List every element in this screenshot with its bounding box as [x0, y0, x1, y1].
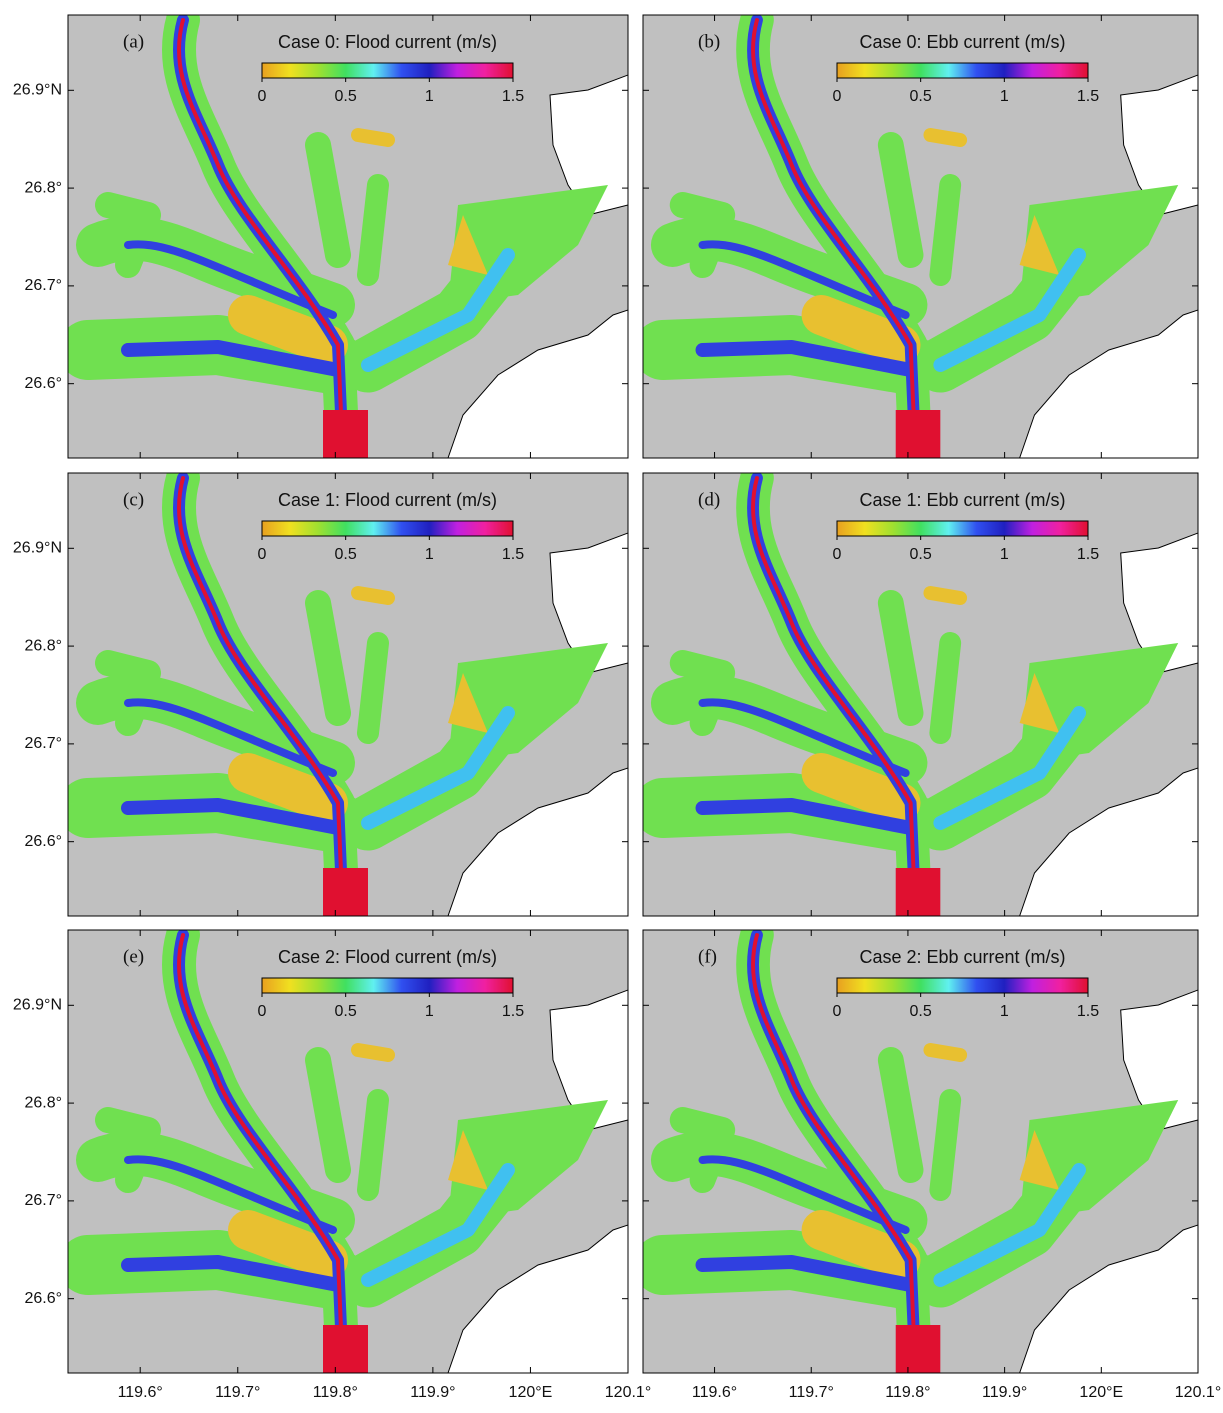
- panel-label: (f): [698, 946, 717, 967]
- panel-label: (c): [123, 489, 144, 510]
- figure: (a) Case 0: Flood current (m/s) 0 0.5 1 1.5 26…: [0, 0, 1223, 1408]
- map: [68, 15, 628, 458]
- colorbar-tick-label: 0.5: [910, 1003, 932, 1020]
- x-tick-label: 119.8°: [313, 1384, 358, 1401]
- colorbar-title: Case 0: Flood current (m/s): [278, 32, 497, 52]
- colorbar-tick-label: 1.5: [502, 546, 524, 563]
- colorbar: [262, 978, 513, 993]
- y-tick-label: 26.9°N: [13, 82, 62, 99]
- colorbar-tick-label: 1.5: [502, 1003, 524, 1020]
- y-tick-label: 26.9°N: [13, 997, 62, 1014]
- panel-label: (b): [698, 31, 720, 52]
- colorbar-title: Case 2: Ebb current (m/s): [859, 947, 1065, 967]
- x-tick-label: 119.6°: [118, 1384, 163, 1401]
- colorbar-tick-label: 1.5: [1077, 546, 1099, 563]
- colorbar-title: Case 2: Flood current (m/s): [278, 947, 497, 967]
- x-tick-label: 119.9°: [982, 1384, 1027, 1401]
- colorbar-tick-label: 0: [258, 88, 267, 105]
- panel-label: (d): [698, 489, 720, 510]
- colorbar-tick-label: 0.5: [335, 88, 357, 105]
- panel-label: (a): [123, 31, 144, 52]
- y-tick-label: 26.6°: [24, 375, 62, 392]
- colorbar-tick-label: 1.5: [502, 88, 524, 105]
- colorbar: [262, 63, 513, 78]
- panel-label: (e): [123, 946, 144, 967]
- y-tick-label: 26.6°: [24, 833, 62, 850]
- colorbar-tick-label: 0: [258, 1003, 267, 1020]
- colorbar-tick-label: 1.5: [1077, 1003, 1099, 1020]
- y-tick-label: 26.7°: [24, 1192, 62, 1209]
- x-tick-label: 119.9°: [410, 1384, 455, 1401]
- colorbar: [262, 521, 513, 536]
- x-tick-label: 119.7°: [789, 1384, 834, 1401]
- x-tick-label: 120.1°: [1175, 1384, 1221, 1401]
- colorbar: [837, 521, 1088, 536]
- colorbar: [837, 978, 1088, 993]
- colorbar-tick-label: 1: [425, 88, 434, 105]
- y-tick-label: 26.6°: [24, 1290, 62, 1307]
- colorbar: [837, 63, 1088, 78]
- estuary-map: [68, 930, 628, 1373]
- colorbar-title: Case 1: Ebb current (m/s): [859, 490, 1065, 510]
- colorbar-tick-label: 1: [425, 1003, 434, 1020]
- estuary-map: [68, 473, 628, 916]
- colorbar-tick-label: 0.5: [335, 1003, 357, 1020]
- colorbar-tick-label: 0: [833, 546, 842, 563]
- colorbar-tick-label: 0: [258, 546, 267, 563]
- map: [68, 930, 628, 1373]
- colorbar-tick-label: 1: [425, 546, 434, 563]
- colorbar-title: Case 1: Flood current (m/s): [278, 490, 497, 510]
- y-tick-label: 26.7°: [24, 735, 62, 752]
- x-tick-label: 119.8°: [885, 1384, 930, 1401]
- y-tick-label: 26.8°: [24, 637, 62, 654]
- y-tick-label: 26.7°: [24, 277, 62, 294]
- colorbar-tick-label: 0.5: [910, 546, 932, 563]
- y-tick-label: 26.9°N: [13, 540, 62, 557]
- x-tick-label: 120°E: [509, 1384, 553, 1401]
- colorbar-tick-label: 1: [1000, 1003, 1009, 1020]
- colorbar-tick-label: 0.5: [335, 546, 357, 563]
- x-tick-label: 120.1°: [605, 1384, 651, 1401]
- colorbar-tick-label: 0: [833, 88, 842, 105]
- y-tick-label: 26.8°: [24, 1094, 62, 1111]
- colorbar-tick-label: 0.5: [910, 88, 932, 105]
- colorbar-tick-label: 0: [833, 1003, 842, 1020]
- colorbar-tick-label: 1: [1000, 546, 1009, 563]
- y-tick-label: 26.8°: [24, 179, 62, 196]
- colorbar-title: Case 0: Ebb current (m/s): [859, 32, 1065, 52]
- map: [68, 473, 628, 916]
- x-tick-label: 119.6°: [692, 1384, 737, 1401]
- x-tick-label: 119.7°: [215, 1384, 260, 1401]
- colorbar-tick-label: 1.5: [1077, 88, 1099, 105]
- colorbar-tick-label: 1: [1000, 88, 1009, 105]
- estuary-map: [68, 15, 628, 458]
- x-tick-label: 120°E: [1079, 1384, 1123, 1401]
